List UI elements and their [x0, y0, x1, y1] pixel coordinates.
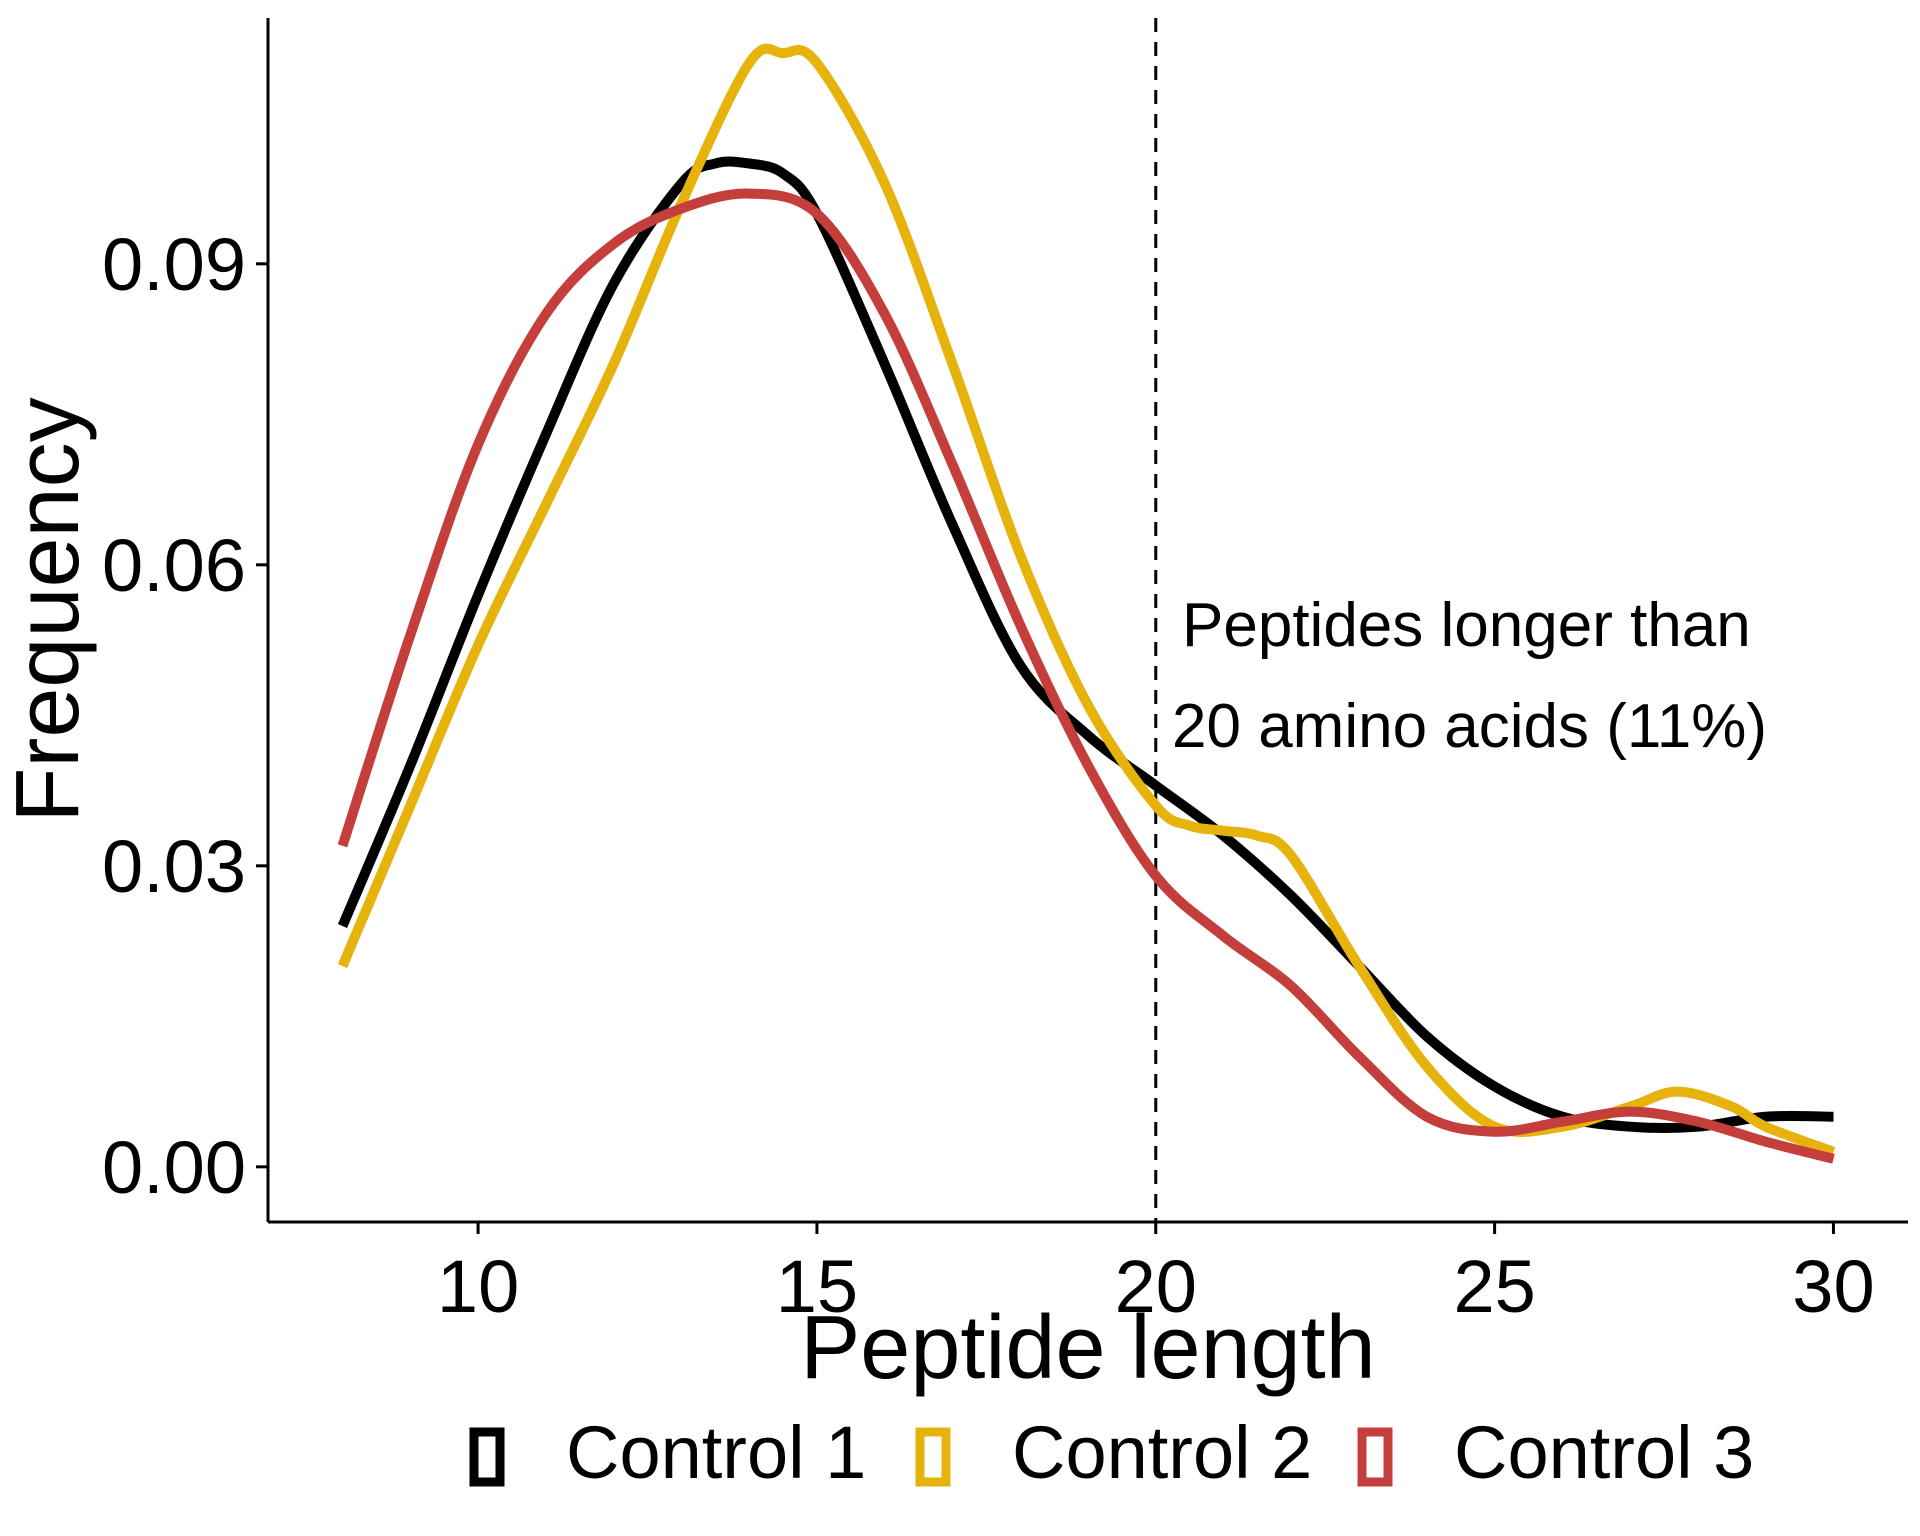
legend-label: Control 3	[1454, 1411, 1754, 1494]
legend-key	[469, 1427, 505, 1487]
x-tick-label: 25	[1453, 1245, 1535, 1328]
y-tick-label: 0.09	[102, 223, 246, 306]
legend-item: Control 1	[469, 1411, 866, 1494]
legend-key	[1357, 1427, 1393, 1487]
legend-label: Control 2	[1012, 1411, 1312, 1494]
y-axis-title: Frequency	[0, 397, 98, 822]
y-tick-label: 0.03	[102, 825, 246, 908]
annotation: Peptides longer than 20 amino acids (11%…	[1172, 591, 1767, 761]
x-tick-label: 10	[437, 1245, 519, 1328]
series-line-control-3	[337, 188, 1835, 1164]
annotation-line-1: Peptides longer than	[1182, 591, 1751, 660]
series-line-control-1	[337, 156, 1834, 1133]
x-tick-label: 30	[1792, 1245, 1874, 1328]
x-tick-label: 15	[776, 1245, 858, 1328]
legend-item: Control 2	[915, 1411, 1312, 1494]
plot-area	[337, 18, 1836, 1222]
y-axis-ticks: 0.00 0.03 0.06 0.09	[102, 223, 268, 1209]
annotation-line-2: 20 amino acids (11%)	[1172, 692, 1767, 761]
x-axis-ticks: 10 15 20 25 30	[437, 1222, 1875, 1328]
legend-item: Control 3	[1357, 1411, 1754, 1494]
x-axis-title: Peptide length	[800, 1298, 1375, 1398]
legend-key	[915, 1427, 951, 1487]
y-tick-label: 0.06	[102, 524, 246, 607]
legend: Control 1 Control 2 Control 3	[469, 1411, 1754, 1494]
x-tick-label: 20	[1115, 1245, 1197, 1328]
legend-label: Control 1	[566, 1411, 866, 1494]
y-tick-label: 0.00	[102, 1126, 246, 1209]
